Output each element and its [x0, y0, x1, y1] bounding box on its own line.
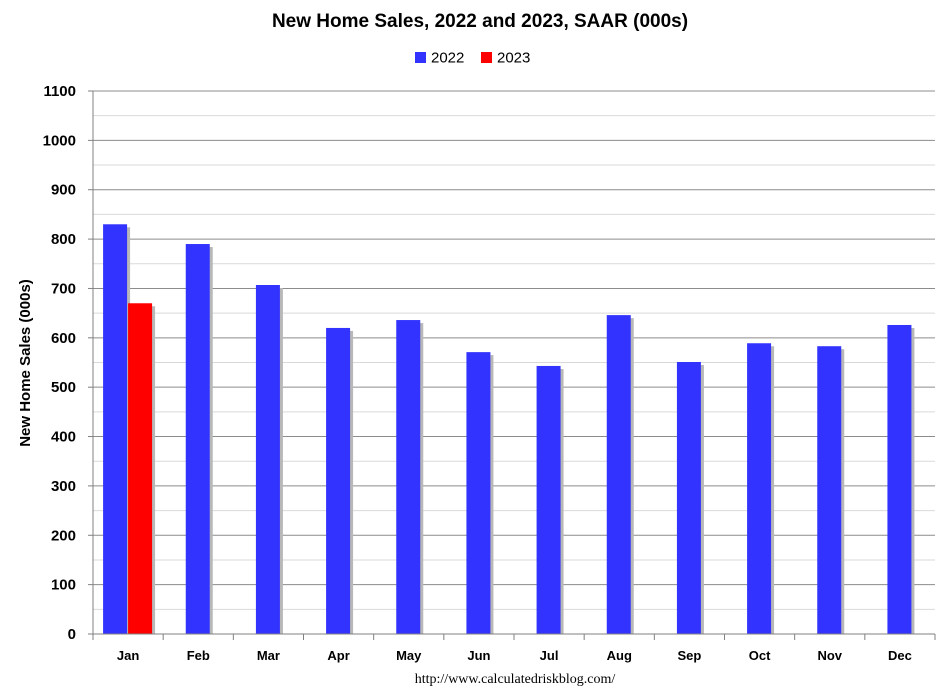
x-tick-label: Jan [117, 648, 139, 663]
bar-2022-nov [817, 346, 842, 634]
chart-title: New Home Sales, 2022 and 2023, SAAR (000… [272, 11, 688, 32]
y-tick-label: 700 [51, 280, 76, 297]
x-tick-label: May [396, 648, 422, 663]
axes [88, 90, 936, 640]
y-tick-label: 100 [51, 577, 76, 594]
x-tick-label: Nov [817, 648, 842, 663]
bar-2022-apr [326, 327, 351, 634]
legend-swatch-2023 [481, 52, 492, 63]
y-tick-label: 500 [51, 379, 76, 396]
y-tick-label: 1100 [43, 83, 76, 100]
y-tick-label: 800 [51, 231, 76, 248]
y-tick-label: 900 [51, 182, 76, 199]
x-tick-label: Feb [187, 648, 210, 663]
x-tick-label: Sep [677, 648, 701, 663]
x-tick-label: Mar [257, 648, 280, 663]
legend-label-2023: 2023 [497, 50, 530, 67]
bar-2023-jan [128, 303, 153, 634]
x-tick-label: Jun [467, 648, 490, 663]
y-tick-label: 400 [51, 429, 76, 446]
bar-2022-oct [747, 343, 772, 634]
legend-label-2022: 2022 [431, 50, 464, 67]
bar-2022-mar [255, 284, 280, 634]
x-axis-ticks: Jan Feb Mar Apr May Jun Jul Aug Sep Oct Nov Dec [117, 648, 912, 663]
plot-area: 0 100 200 300 400 500 600 700 800 900 1000 1100 Jan… [43, 83, 936, 663]
x-tick-label: Aug [607, 648, 632, 663]
legend: 2022 2023 [415, 50, 530, 67]
gridlines [93, 90, 935, 610]
x-tick-label: Oct [749, 648, 771, 663]
bar-2022-aug [606, 315, 631, 634]
x-tick-label: Dec [888, 648, 912, 663]
y-axis-ticks: 0 100 200 300 400 500 600 700 800 900 1000 1100 [43, 83, 76, 643]
bar-2022-jul [536, 365, 561, 634]
y-axis-label: New Home Sales (000s) [17, 279, 34, 447]
x-tick-label: Jul [540, 648, 559, 663]
y-tick-label: 600 [51, 330, 76, 347]
bar-2022-sep [676, 362, 701, 634]
y-tick-label: 200 [51, 527, 76, 544]
y-tick-label: 1000 [43, 132, 76, 149]
bar-2022-may [396, 320, 421, 634]
x-tick-label: Apr [327, 648, 349, 663]
bar-2022-jun [466, 352, 491, 634]
source-url: http://www.calculatedriskblog.com/ [415, 672, 616, 687]
bars [103, 224, 915, 635]
bar-2022-dec [887, 324, 912, 634]
bar-2022-feb [185, 244, 210, 634]
legend-swatch-2022 [415, 52, 426, 63]
y-tick-label: 0 [68, 626, 76, 643]
y-tick-label: 300 [51, 478, 76, 495]
bar-2022-jan [103, 224, 128, 635]
